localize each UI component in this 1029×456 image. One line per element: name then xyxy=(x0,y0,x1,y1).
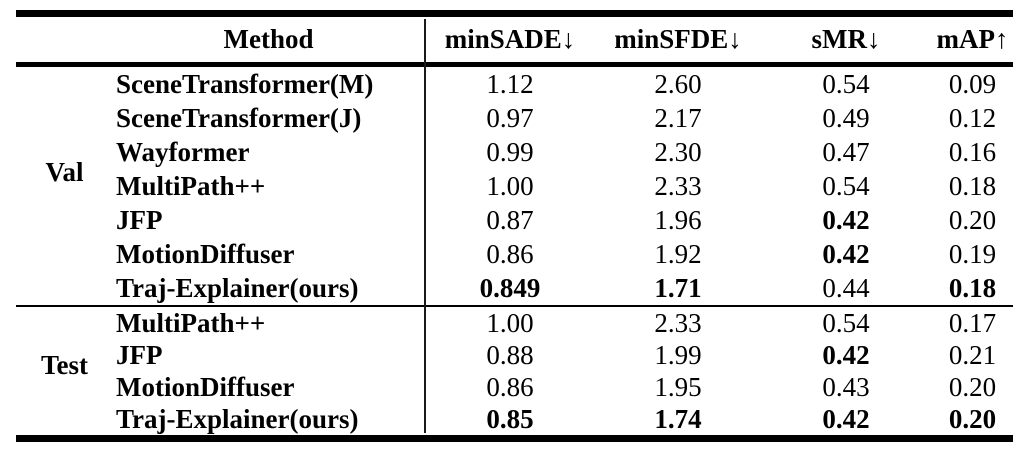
group-label-val: Val xyxy=(45,156,84,187)
value-minsfde: 1.74 xyxy=(654,403,702,434)
value-map: 0.19 xyxy=(948,238,997,269)
value-smr: 0.44 xyxy=(822,272,870,303)
value-smr: 0.42 xyxy=(822,403,870,434)
value-smr: 0.49 xyxy=(822,102,870,133)
value-minsfde: 1.99 xyxy=(654,339,702,370)
header-map: mAP ↑ xyxy=(932,17,1013,62)
header-map-label: mAP xyxy=(936,24,995,54)
value-minsfde: 2.33 xyxy=(654,170,702,201)
value-smr: 0.42 xyxy=(822,204,870,235)
value-map: 0.20 xyxy=(948,371,997,402)
section-divider-rule xyxy=(16,305,1013,307)
value-minsfde: 1.95 xyxy=(654,371,702,402)
test-section: Test MultiPath++ 1.00 2.33 0.54 0.17 JFP… xyxy=(16,307,1013,435)
method-name: JFP xyxy=(116,339,163,370)
table-header-row: Method minSADE ↓ minSFDE ↓ sMR ↓ mAP ↑ xyxy=(16,17,1013,62)
value-map: 0.09 xyxy=(948,68,997,99)
value-minsfde: 2.60 xyxy=(654,68,702,99)
group-label-test: Test xyxy=(40,349,88,380)
method-name: MotionDiffuser xyxy=(116,371,295,402)
value-minsade: 0.86 xyxy=(486,371,534,402)
value-minsfde: 2.33 xyxy=(654,307,702,338)
value-map: 0.18 xyxy=(948,272,997,303)
value-minsade: 1.00 xyxy=(486,307,534,338)
method-name: SceneTransformer(M) xyxy=(116,68,374,99)
header-minsfde-label: minSFDE xyxy=(614,24,729,54)
method-name: Wayformer xyxy=(116,136,250,167)
value-map: 0.16 xyxy=(948,136,997,167)
header-smr-label: sMR xyxy=(811,24,868,54)
value-smr: 0.42 xyxy=(822,339,870,370)
down-arrow-icon: ↓ xyxy=(867,24,881,54)
value-map: 0.17 xyxy=(948,307,997,338)
top-rule xyxy=(16,10,1013,17)
value-minsfde: 2.30 xyxy=(654,136,702,167)
column-divider-line xyxy=(424,19,426,433)
value-minsade: 0.87 xyxy=(486,204,534,235)
val-section: Val SceneTransformer(M) 1.12 2.60 0.54 0… xyxy=(16,67,1013,305)
down-arrow-icon: ↓ xyxy=(728,24,742,54)
value-smr: 0.42 xyxy=(822,238,870,269)
value-map: 0.21 xyxy=(948,339,997,370)
results-table: Method minSADE ↓ minSFDE ↓ sMR ↓ mAP ↑ Val … xyxy=(16,10,1013,442)
value-minsade: 0.99 xyxy=(486,136,534,167)
down-arrow-icon: ↓ xyxy=(561,24,576,54)
header-rule xyxy=(16,62,1013,67)
value-smr: 0.47 xyxy=(822,136,870,167)
header-minsade: minSADE ↓ xyxy=(424,17,596,62)
header-minsade-label: minSADE xyxy=(444,24,562,54)
value-minsade: 0.86 xyxy=(486,238,534,269)
value-minsfde: 1.71 xyxy=(654,272,702,303)
value-map: 0.12 xyxy=(948,102,997,133)
header-minsfde: minSFDE ↓ xyxy=(596,17,760,62)
value-map: 0.18 xyxy=(948,170,997,201)
method-name: Traj-Explainer(ours) xyxy=(116,403,359,434)
method-name: MultiPath++ xyxy=(116,307,266,338)
value-minsfde: 1.96 xyxy=(654,204,702,235)
value-minsfde: 2.17 xyxy=(654,102,702,133)
value-smr: 0.54 xyxy=(822,68,870,99)
value-minsade: 1.12 xyxy=(486,68,534,99)
method-name: MotionDiffuser xyxy=(116,238,295,269)
value-map: 0.20 xyxy=(948,403,997,434)
value-smr: 0.43 xyxy=(822,371,870,402)
value-minsade: 0.85 xyxy=(486,403,534,434)
value-minsfde: 1.92 xyxy=(654,238,702,269)
bottom-rule xyxy=(16,435,1013,442)
value-map: 0.20 xyxy=(948,204,997,235)
header-smr: sMR ↓ xyxy=(760,17,932,62)
value-smr: 0.54 xyxy=(822,170,870,201)
value-minsade: 1.00 xyxy=(486,170,534,201)
value-minsade: 0.88 xyxy=(486,339,534,370)
method-name: MultiPath++ xyxy=(116,170,266,201)
value-minsade: 0.849 xyxy=(479,272,541,303)
method-name: Traj-Explainer(ours) xyxy=(116,272,359,303)
header-method: Method xyxy=(223,24,314,54)
up-arrow-icon: ↑ xyxy=(994,24,1009,54)
method-name: SceneTransformer(J) xyxy=(116,102,362,133)
value-minsade: 0.97 xyxy=(486,102,534,133)
method-name: JFP xyxy=(116,204,163,235)
value-smr: 0.54 xyxy=(822,307,870,338)
